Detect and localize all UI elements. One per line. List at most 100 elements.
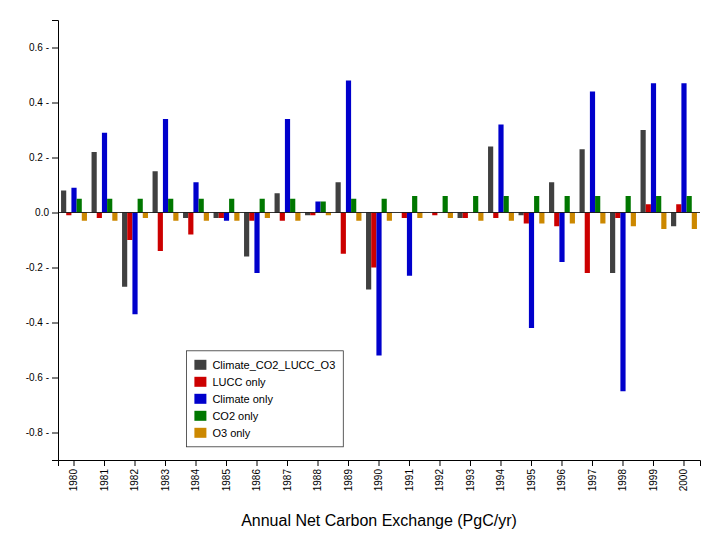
x-tick-label: 1983 <box>160 469 171 492</box>
bar <box>417 213 422 219</box>
bar <box>565 196 570 213</box>
bar <box>610 213 615 274</box>
x-tick: 1990 <box>373 460 384 491</box>
bar <box>473 196 478 213</box>
bar <box>341 213 346 254</box>
bar <box>371 213 376 268</box>
bar <box>519 213 524 216</box>
y-tick: -0.8 - <box>26 427 58 438</box>
y-tick-label: -0.6 - <box>26 372 49 383</box>
bar <box>97 213 102 219</box>
bar <box>529 213 534 329</box>
bar <box>244 213 249 257</box>
x-tick-mark <box>135 460 136 466</box>
bar <box>448 213 453 219</box>
legend-label: O3 only <box>212 427 250 439</box>
bar <box>173 213 178 221</box>
x-tick-mark <box>165 460 166 466</box>
x-tick-label: 1981 <box>99 469 110 492</box>
legend-swatch <box>194 394 206 404</box>
y-tick-mark <box>52 103 58 104</box>
x-tick-label: 1996 <box>556 469 567 492</box>
y-tick: -0.6 - <box>26 372 58 383</box>
bar <box>153 171 158 212</box>
x-tick-label: 1993 <box>465 469 476 492</box>
bar <box>92 152 97 213</box>
x-tick: 1995 <box>526 460 537 491</box>
x-tick-mark <box>257 460 258 466</box>
bar <box>443 196 448 213</box>
bar <box>224 213 229 221</box>
legend-item: LUCC only <box>194 376 266 388</box>
bar <box>82 213 87 221</box>
bar <box>646 204 651 212</box>
bar <box>315 202 320 213</box>
bar <box>402 213 407 219</box>
bar <box>280 213 285 221</box>
x-tick-mark <box>622 460 623 466</box>
x-tick: 1984 <box>190 460 201 491</box>
bar <box>199 199 204 213</box>
legend: Climate_CO2_LUCC_O3LUCC onlyClimate only… <box>186 351 343 447</box>
bar <box>356 213 361 221</box>
y-tick: 0.2 - <box>29 152 58 163</box>
x-tick-label: 1999 <box>648 469 659 492</box>
series <box>71 81 686 392</box>
x-tick: 1985 <box>221 460 232 491</box>
zero-line <box>58 212 700 213</box>
y-tick-label: -0.8 - <box>26 427 49 438</box>
bar <box>534 196 539 213</box>
x-tick-mark <box>318 460 319 466</box>
x-tick-label: 1997 <box>587 469 598 492</box>
x-tick: 1998 <box>617 460 628 491</box>
y-tick-label: 0.0 <box>35 207 49 218</box>
bar <box>249 213 254 221</box>
chart: -0.8 --0.6 --0.4 --0.2 -0.00.2 -0.4 -0.6… <box>0 0 720 540</box>
bar <box>66 213 71 216</box>
bar <box>580 149 585 212</box>
x-tick-label: 1990 <box>373 469 384 492</box>
y-axis: -0.8 --0.6 --0.4 --0.2 -0.00.2 -0.4 -0.6… <box>26 21 59 461</box>
x-tick: 1999 <box>648 460 659 491</box>
bar <box>620 213 625 392</box>
y-tick: 0.6 - <box>29 42 58 53</box>
x-tick-label: 1998 <box>617 469 628 492</box>
x-tick: 1996 <box>556 460 567 491</box>
bar <box>204 213 209 221</box>
bar <box>681 83 686 212</box>
bar <box>412 196 417 213</box>
bar <box>554 213 559 227</box>
legend-swatch <box>194 411 206 421</box>
bar <box>107 199 112 213</box>
x-tick: 1992 <box>434 460 445 491</box>
bar <box>143 213 148 219</box>
legend-frame <box>186 351 343 447</box>
bar <box>407 213 412 276</box>
bar <box>559 213 564 263</box>
bar <box>188 213 193 235</box>
x-tick-mark <box>470 460 471 466</box>
legend-label: Climate only <box>212 393 273 405</box>
x-tick-label: 2000 <box>678 469 689 492</box>
bar <box>265 213 270 219</box>
x-tick: 1986 <box>251 460 262 491</box>
series <box>77 196 692 213</box>
bar <box>214 213 219 219</box>
bar <box>71 188 76 213</box>
y-tick: -0.4 - <box>26 317 58 328</box>
y-tick-label: 0.4 - <box>29 97 49 108</box>
bar <box>275 193 280 212</box>
bar <box>138 199 143 213</box>
bar <box>219 213 224 219</box>
x-tick-mark <box>409 460 410 466</box>
x-tick-mark <box>379 460 380 466</box>
bar <box>524 213 529 224</box>
y-tick-mark <box>52 213 58 214</box>
bar <box>387 213 392 221</box>
legend-item: O3 only <box>194 427 250 439</box>
bars <box>61 81 697 392</box>
y-tick-mark <box>52 268 58 269</box>
series <box>61 130 676 290</box>
x-tick: 1980 <box>68 460 79 491</box>
x-axis-line <box>59 461 701 467</box>
